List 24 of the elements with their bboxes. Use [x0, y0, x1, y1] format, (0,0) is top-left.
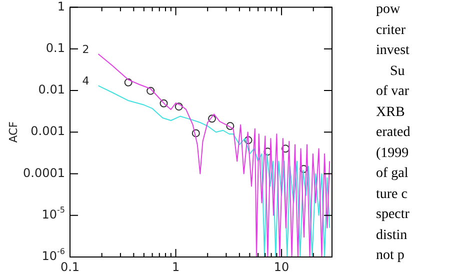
x-tick-label: 1	[172, 260, 180, 274]
series-label: 2	[82, 42, 90, 56]
text: of gal	[376, 165, 410, 183]
y-tick-label: 0.1	[46, 40, 66, 55]
text: of var	[376, 83, 410, 101]
text: criter	[376, 22, 407, 40]
series-label: 4	[82, 74, 90, 88]
text: ture c	[376, 186, 408, 204]
text: XRB	[376, 104, 406, 122]
x-tick-label: 0.1	[60, 260, 80, 274]
text: (1999	[376, 144, 410, 162]
x-tick-label: 10	[274, 260, 290, 274]
text: invest	[376, 42, 410, 60]
y-tick-label: 0.0001	[23, 166, 66, 180]
y-tick-label: 0.001	[30, 124, 66, 138]
text: spectr	[376, 206, 410, 224]
text: erated	[376, 124, 410, 142]
y-axis-title: ACF	[6, 121, 20, 143]
text: not p	[376, 247, 406, 265]
text: pow	[376, 1, 402, 19]
y-tick-label: 1	[57, 0, 66, 14]
text: distin	[376, 226, 408, 244]
y-tick-label: 0.01	[38, 82, 65, 97]
text: Su	[389, 62, 406, 80]
